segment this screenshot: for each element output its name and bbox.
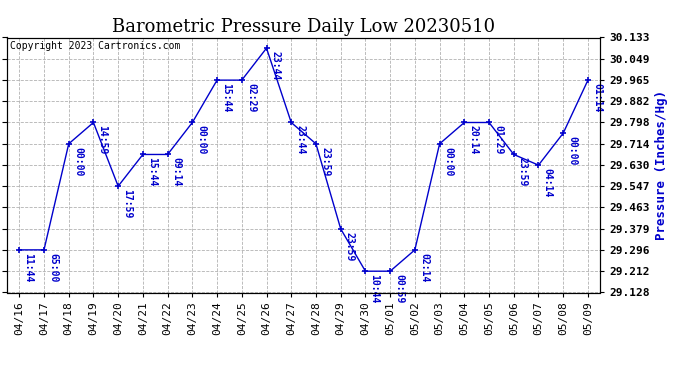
- Text: 00:00: 00:00: [197, 125, 206, 154]
- Title: Barometric Pressure Daily Low 20230510: Barometric Pressure Daily Low 20230510: [112, 18, 495, 36]
- Text: 01:29: 01:29: [493, 125, 503, 154]
- Text: 15:44: 15:44: [147, 157, 157, 187]
- Text: 11:44: 11:44: [23, 253, 33, 282]
- Text: 20:14: 20:14: [469, 125, 478, 154]
- Text: 10:44: 10:44: [370, 274, 380, 303]
- Text: 00:00: 00:00: [73, 147, 83, 176]
- Text: 01:14: 01:14: [592, 83, 602, 112]
- Text: 65:00: 65:00: [48, 253, 58, 282]
- Text: 15:44: 15:44: [221, 83, 231, 112]
- Text: 00:00: 00:00: [567, 136, 578, 165]
- Text: 23:59: 23:59: [320, 147, 330, 176]
- Text: Copyright 2023 Cartronics.com: Copyright 2023 Cartronics.com: [10, 41, 180, 51]
- Text: 02:14: 02:14: [419, 253, 429, 282]
- Text: 23:44: 23:44: [295, 125, 306, 154]
- Text: 17:59: 17:59: [122, 189, 132, 218]
- Text: 02:29: 02:29: [246, 83, 256, 112]
- Text: 14:59: 14:59: [97, 125, 108, 154]
- Text: 09:14: 09:14: [172, 157, 181, 187]
- Text: 23:44: 23:44: [270, 51, 281, 80]
- Text: 04:14: 04:14: [542, 168, 553, 197]
- Y-axis label: Pressure (Inches/Hg): Pressure (Inches/Hg): [656, 90, 669, 240]
- Text: 00:59: 00:59: [394, 274, 404, 303]
- Text: 23:59: 23:59: [518, 157, 528, 187]
- Text: 00:00: 00:00: [444, 147, 454, 176]
- Text: 23:59: 23:59: [345, 232, 355, 261]
